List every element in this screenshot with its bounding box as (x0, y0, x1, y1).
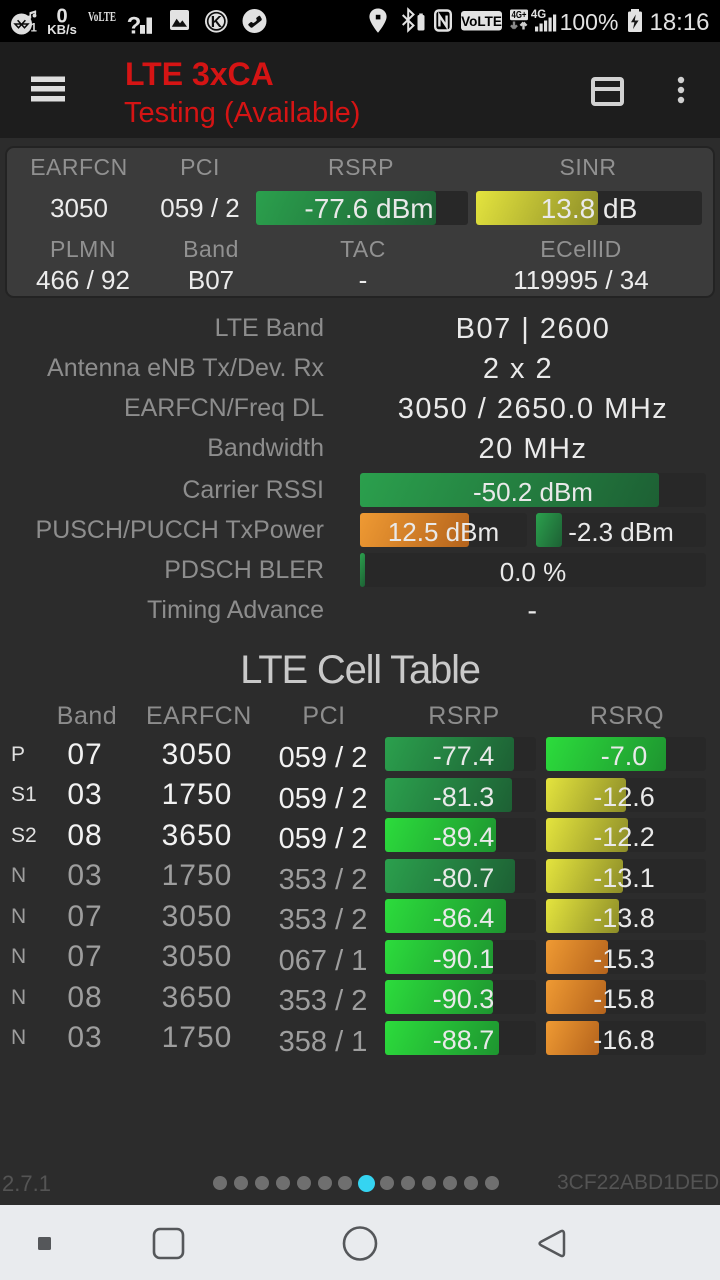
svg-text:0: 0 (56, 6, 67, 28)
svg-text:4G+: 4G+ (512, 10, 527, 21)
svg-text:K: K (211, 14, 223, 31)
svg-text:18:16: 18:16 (649, 9, 709, 36)
svg-text:1: 1 (31, 23, 38, 35)
svg-text:VoLTE: VoLTE (88, 10, 116, 25)
svg-text:?: ? (127, 13, 142, 40)
svg-text:KB/s: KB/s (47, 22, 77, 37)
svg-text:100%: 100% (560, 9, 619, 35)
svg-text:VoLTE: VoLTE (461, 14, 502, 29)
svg-text:4G: 4G (531, 9, 546, 21)
